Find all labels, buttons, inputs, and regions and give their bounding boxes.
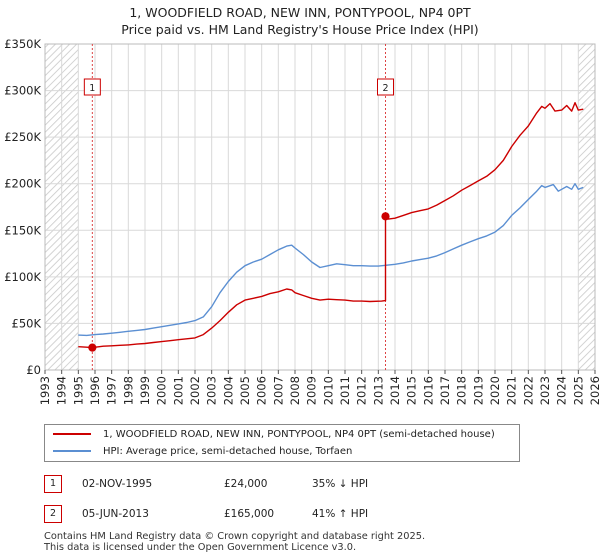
property-price-line [78,102,584,349]
x-tick-label: 1993 [38,376,52,405]
x-tick-label: 1994 [55,376,69,405]
y-tick-label: £50K [12,316,42,330]
transaction-badge: 2 [44,505,62,523]
x-tick-label: 2026 [588,376,600,405]
x-tick-label: 2000 [155,376,169,405]
x-tick-label: 1995 [71,376,85,405]
x-tick-label: 2007 [271,376,285,405]
x-tick-label: 2025 [571,376,585,405]
x-tick-label: 2020 [488,376,502,405]
chart-title: 1, WOODFIELD ROAD, NEW INN, PONTYPOOL, N… [0,4,600,38]
transaction-date: 02-NOV-1995 [82,478,153,490]
x-tick-label: 2017 [438,376,452,405]
x-tick-label: 2013 [371,376,385,405]
legend: 1, WOODFIELD ROAD, NEW INN, PONTYPOOL, N… [44,424,520,462]
y-tick-label: £150K [4,223,41,237]
transaction-marker-box [377,78,394,96]
x-tick-label: 2021 [505,376,519,405]
y-tick-label: £300K [4,84,41,98]
x-tick-label: 2014 [388,376,402,405]
transaction-point [381,212,390,221]
price-chart: 1 2 £0 £50K £100K £150K £200K £250K £300K £350K 1… [4,37,600,405]
legend-swatch-hpi [53,450,91,452]
x-tick-label: 2015 [405,376,419,405]
transaction-date: 05-JUN-2013 [82,508,149,520]
hpi-line [78,183,584,337]
hatched-region [578,44,595,370]
chart-title-line2: Price paid vs. HM Land Registry's House … [121,22,479,37]
transaction-hpi-change: 41% ↑ HPI [312,508,369,520]
transaction-row: 2 05-JUN-2013 £165,000 41% ↑ HPI [44,504,444,524]
y-tick-label: £250K [4,130,41,144]
x-tick-label: 2009 [305,376,319,405]
x-tick-label: 1999 [138,376,152,405]
x-tick-label: 2003 [205,376,219,405]
footer-licence: This data is licensed under the Open Gov… [44,542,357,553]
x-tick-label: 2019 [471,376,485,405]
x-tick-label: 1996 [88,376,102,405]
transaction-marker-box [83,78,101,96]
transaction-badge: 1 [44,475,62,493]
y-tick-label: £100K [4,270,41,284]
footer-copyright: Contains HM Land Registry data © Crown c… [44,531,426,542]
transaction-marker-label: 1 [89,83,95,94]
x-tick-label: 2011 [338,376,352,405]
x-tick-label: 2001 [171,376,185,405]
x-tick-label: 2004 [221,376,235,405]
x-tick-label: 2005 [238,376,252,405]
footer: Contains HM Land Registry data © Crown c… [44,531,425,553]
x-tick-label: 2018 [455,376,469,405]
transaction-price: £165,000 [224,508,275,520]
transaction-row: 1 02-NOV-1995 £24,000 35% ↓ HPI [44,474,444,494]
x-tick-label: 2008 [288,376,302,405]
x-tick-label: 2023 [538,376,552,405]
x-tick-label: 2024 [555,376,569,405]
legend-item-hpi: HPI: Average price, semi-detached house,… [53,444,352,460]
x-tick-label: 2016 [421,376,435,405]
x-tick-label: 2006 [255,376,269,405]
legend-label-hpi: HPI: Average price, semi-detached house,… [103,446,353,457]
legend-swatch-property [53,433,91,435]
x-tick-label: 1997 [105,376,119,405]
transaction-price: £24,000 [224,478,268,490]
x-tick-label: 2022 [521,376,535,405]
chart-title-line1: 1, WOODFIELD ROAD, NEW INN, PONTYPOOL, N… [129,5,471,20]
transaction-marker-label: 2 [382,83,388,94]
x-tick-label: 2012 [355,376,369,405]
x-tick-label: 1998 [121,376,135,405]
x-tick-label: 2010 [321,376,335,405]
legend-item-property: 1, WOODFIELD ROAD, NEW INN, PONTYPOOL, N… [53,427,495,443]
y-tick-label: £0 [26,363,41,377]
y-tick-label: £350K [4,37,41,51]
x-tick-label: 2002 [188,376,202,405]
y-tick-label: £200K [4,177,41,191]
legend-label-property: 1, WOODFIELD ROAD, NEW INN, PONTYPOOL, N… [103,429,495,440]
plot-frame [44,43,596,371]
transaction-hpi-change: 35% ↓ HPI [312,478,369,490]
transaction-point [88,343,97,352]
